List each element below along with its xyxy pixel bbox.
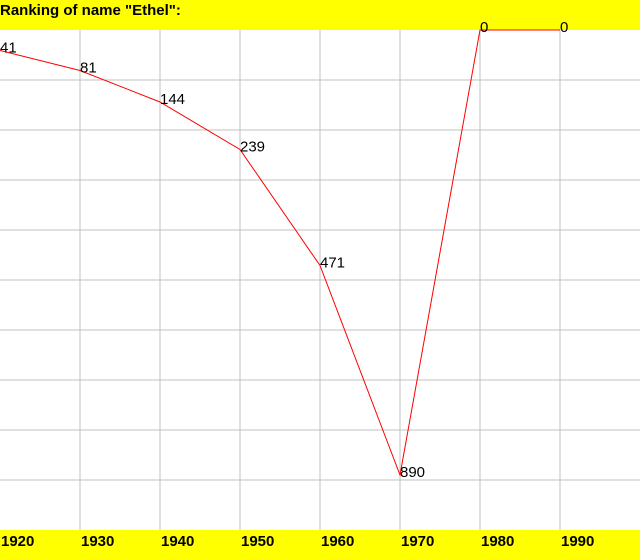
title-bar	[0, 0, 640, 30]
series-line	[0, 29, 560, 477]
x-tick-label: 1990	[561, 533, 594, 550]
x-tick-label: 1980	[481, 533, 514, 550]
x-tick-label: 1960	[321, 533, 354, 550]
x-tick-label: 1970	[401, 533, 434, 550]
data-label: 890	[400, 464, 425, 481]
chart-grid	[0, 30, 640, 530]
data-labels: 41 81 144 239 471 890 0 0	[0, 19, 568, 481]
data-label: 0	[560, 19, 568, 36]
data-label: 144	[160, 91, 185, 108]
x-axis-bar	[0, 530, 640, 560]
chart-title: Ranking of name "Ethel":	[0, 2, 181, 19]
data-label: 41	[0, 40, 17, 57]
data-label: 81	[80, 60, 97, 77]
data-label: 239	[240, 139, 265, 156]
x-tick-label: 1950	[241, 533, 274, 550]
x-tick-label: 1930	[81, 533, 114, 550]
x-tick-label: 1920	[1, 533, 34, 550]
series-layer	[0, 29, 560, 477]
data-label: 0	[480, 19, 488, 36]
data-label: 471	[320, 255, 345, 272]
x-tick-labels: 1920 1930 1940 1950 1960 1970 1980 1990	[1, 533, 594, 550]
x-tick-label: 1940	[161, 533, 194, 550]
